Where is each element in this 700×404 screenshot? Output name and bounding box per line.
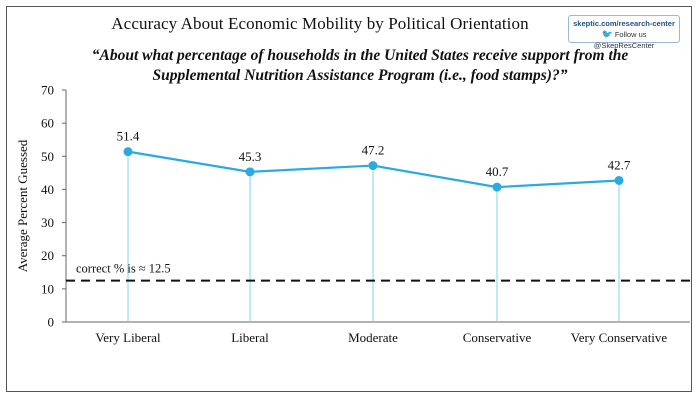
chart-title: Accuracy About Economic Mobility by Poli… (111, 14, 529, 33)
y-axis-label: Average Percent Guessed (15, 139, 30, 272)
x-tick-label: Moderate (348, 330, 398, 345)
x-tick-label: Conservative (463, 330, 532, 345)
data-label: 42.7 (608, 157, 631, 172)
y-tick-label: 0 (48, 315, 55, 330)
y-tick-label: 40 (41, 182, 54, 197)
x-tick-label: Liberal (231, 330, 269, 345)
badge-follow-text: Follow us @SkepResCenter (593, 30, 655, 50)
y-tick-label: 10 (41, 281, 54, 296)
data-point (614, 175, 624, 185)
bird-icon: 🐦 (601, 29, 613, 39)
y-tick-label: 60 (41, 116, 54, 131)
data-point (123, 147, 133, 157)
subtitle-line-1: “About what percentage of households in … (91, 47, 629, 64)
badge-url[interactable]: skeptic.com/research-center (573, 19, 675, 28)
y-tick-label: 50 (41, 149, 54, 164)
x-tick-label: Very Liberal (95, 330, 161, 345)
data-label: 47.2 (362, 143, 385, 158)
reference-label: correct % is ≈ 12.5 (76, 262, 171, 276)
skeptic-badge[interactable]: skeptic.com/research-center 🐦 Follow us … (568, 15, 680, 50)
data-point (245, 167, 255, 177)
chart-frame (6, 6, 692, 392)
y-tick-label: 20 (41, 248, 54, 263)
chart-subtitle: “About what percentage of households in … (60, 46, 660, 86)
data-label: 45.3 (239, 149, 262, 164)
badge-follow[interactable]: 🐦 Follow us @SkepResCenter (573, 29, 675, 51)
data-point (368, 161, 378, 171)
data-point (492, 182, 502, 192)
y-tick-label: 70 (41, 83, 54, 98)
data-label: 40.7 (486, 164, 509, 179)
x-tick-label: Very Conservative (571, 330, 668, 345)
data-label: 51.4 (117, 129, 140, 144)
y-tick-label: 30 (41, 215, 54, 230)
subtitle-line-2: Supplemental Nutrition Assistance Progra… (152, 67, 568, 84)
